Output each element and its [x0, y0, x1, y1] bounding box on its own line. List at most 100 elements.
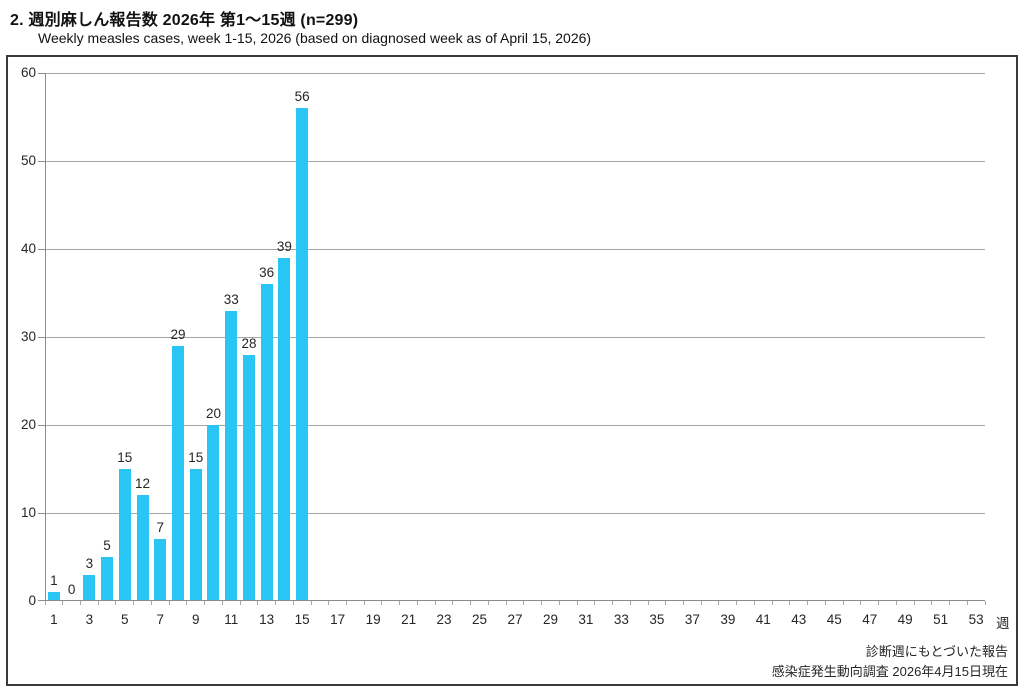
x-tick-mark [949, 601, 951, 605]
x-tick-mark [824, 601, 826, 605]
x-tick-label-47: 47 [862, 612, 878, 627]
x-tick-label-35: 35 [649, 612, 665, 627]
bar-value-label-week-13: 36 [259, 265, 275, 281]
x-tick-mark [346, 601, 347, 605]
bar-value-label-week-9: 15 [188, 450, 204, 465]
x-tick-mark [541, 601, 543, 605]
x-tick-label-51: 51 [933, 612, 949, 627]
x-tick-mark [239, 601, 241, 605]
bar-value-label-week-7: 7 [156, 520, 165, 536]
y-tick-mark-50 [38, 160, 45, 162]
x-tick-label-5: 5 [121, 612, 129, 627]
chart-frame: 1 0 3 5 15 12 7 29 15 20 33 28 36 39 56 0 10 20 30 40 50 60 … [6, 55, 1018, 686]
gridline-10 [45, 512, 985, 514]
bar-week-14 [278, 257, 291, 601]
x-tick-mark [629, 601, 631, 605]
bar-value-label-week-2: 0 [67, 582, 76, 597]
x-tick-mark [150, 601, 152, 605]
bar-week-9 [189, 469, 202, 601]
y-axis-label-10: 10 [20, 505, 36, 520]
x-tick-mark [505, 601, 507, 605]
bar-week-1 [47, 592, 60, 601]
x-tick-mark [381, 601, 383, 605]
x-tick-label-3: 3 [85, 612, 94, 627]
y-axis-label-30: 30 [20, 329, 36, 344]
x-tick-label-23: 23 [436, 612, 452, 627]
x-tick-mark [257, 601, 259, 605]
x-tick-mark [328, 601, 330, 605]
x-tick-label-29: 29 [542, 612, 558, 627]
x-tick-mark [97, 601, 99, 605]
x-tick-mark [133, 601, 135, 605]
gridline-20 [45, 424, 985, 426]
bar-week-3 [83, 574, 96, 601]
bar-week-8 [172, 345, 185, 601]
y-tick-mark-20 [38, 424, 45, 426]
x-tick-mark [931, 601, 933, 605]
x-tick-mark [310, 601, 312, 605]
x-tick-mark [62, 601, 64, 605]
x-tick-mark [576, 601, 578, 605]
y-axis-label-40: 40 [20, 241, 36, 256]
x-tick-mark [665, 601, 667, 605]
bar-week-6 [136, 495, 149, 601]
x-tick-label-41: 41 [755, 612, 771, 627]
bar-week-12 [242, 354, 255, 601]
x-tick-mark [221, 601, 223, 605]
x-tick-mark [753, 601, 755, 605]
x-tick-mark [470, 601, 472, 605]
x-tick-mark [895, 601, 897, 605]
x-tick-mark [79, 601, 81, 605]
gridline-50 [45, 160, 985, 162]
bar-value-label-week-12: 28 [241, 335, 257, 351]
bar-week-13 [260, 284, 273, 601]
x-tick-mark [682, 601, 684, 605]
x-tick-label-19: 19 [365, 612, 381, 627]
x-tick-mark [487, 601, 489, 605]
x-tick-mark [984, 601, 986, 605]
source-note-line2: 感染症発生動向調査 2026年4月15日現在 [771, 663, 1008, 679]
x-tick-label-45: 45 [826, 612, 842, 627]
x-tick-mark [647, 601, 649, 605]
x-tick-mark [807, 601, 809, 605]
x-tick-mark [612, 601, 614, 605]
x-tick-label-27: 27 [507, 612, 523, 627]
x-tick-label-13: 13 [259, 612, 275, 627]
bar-week-5 [118, 469, 131, 601]
x-tick-mark [523, 601, 525, 605]
source-note-line1: 診断週にもとづいた報告 [865, 644, 1008, 659]
x-tick-label-39: 39 [720, 612, 736, 627]
x-tick-mark [966, 601, 968, 605]
y-axis-label-50: 50 [20, 153, 36, 168]
gridline-40 [45, 248, 985, 250]
y-axis-label-0: 0 [28, 593, 36, 608]
x-tick-mark [878, 601, 880, 605]
bar-value-label-week-8: 29 [170, 326, 186, 342]
x-tick-label-43: 43 [791, 612, 807, 627]
gridline-60 [45, 72, 985, 74]
bar-value-label-week-15: 56 [294, 89, 310, 105]
bar-week-4 [101, 557, 114, 601]
x-tick-mark [789, 601, 791, 605]
y-axis-label-60: 60 [20, 65, 36, 80]
x-tick-mark [204, 601, 206, 605]
x-tick-mark [594, 601, 596, 605]
bar-value-label-week-11: 33 [223, 291, 239, 307]
page-subtitle: Weekly measles cases, week 1-15, 2026 (b… [38, 30, 592, 46]
x-tick-mark [842, 601, 844, 605]
y-tick-mark-10 [38, 512, 45, 514]
x-tick-mark [292, 601, 294, 605]
x-tick-label-1: 1 [50, 612, 58, 627]
bar-week-15 [296, 108, 309, 601]
y-tick-mark-30 [38, 336, 45, 338]
bar-week-11 [225, 310, 238, 601]
plot-area: 1 0 3 5 15 12 7 29 15 20 33 28 36 39 56 [38, 72, 986, 605]
x-tick-label-17: 17 [330, 612, 346, 627]
bar-value-label-week-14: 39 [276, 238, 292, 254]
x-tick-label-7: 7 [156, 612, 165, 627]
x-tick-mark [558, 601, 560, 605]
x-tick-label-9: 9 [191, 612, 200, 627]
y-tick-mark-0 [38, 600, 45, 601]
x-tick-mark [913, 601, 915, 605]
bar-value-label-week-1: 1 [50, 573, 58, 589]
